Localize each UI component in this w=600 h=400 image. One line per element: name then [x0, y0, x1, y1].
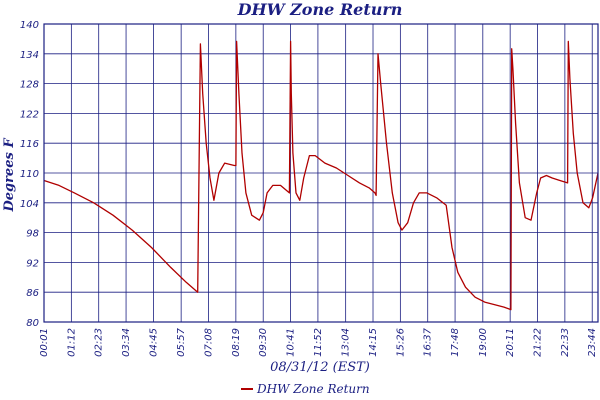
grid: [43, 23, 598, 323]
x-tick-label: 21:22: [533, 328, 544, 357]
y-tick-label: 116: [20, 139, 39, 150]
plot-frame: [43, 23, 599, 323]
y-tick-label: 134: [20, 50, 39, 61]
x-tick-label: 19:00: [478, 328, 489, 357]
x-tick-label: 01:12: [66, 328, 77, 357]
x-tick-label: 02:23: [94, 328, 105, 357]
x-axis-label: 08/31/12 (EST): [270, 360, 370, 375]
x-tick-label: 22:33: [560, 328, 571, 357]
x-tick-label: 08:19: [231, 328, 242, 357]
x-tick-label: 13:04: [341, 328, 352, 357]
y-tick-label: 122: [20, 109, 39, 120]
y-tick-label: 128: [20, 80, 39, 91]
y-axis-label: Degrees F: [2, 138, 17, 213]
y-tick-label: 92: [26, 258, 39, 269]
x-tick-label: 17:48: [450, 328, 461, 357]
x-tick-label: 10:41: [286, 328, 297, 357]
y-tick-labels: 80 86 92 98 104 110 116 122 128 134 140: [20, 20, 39, 329]
x-tick-label: 00:01: [39, 328, 50, 357]
y-tick-label: 110: [20, 169, 39, 180]
x-tick-label: 05:57: [176, 327, 187, 356]
x-tick-label: 14:15: [368, 328, 379, 357]
chart-title: DHW Zone Return: [237, 0, 403, 19]
x-tick-label: 11:52: [313, 328, 324, 357]
y-tick-label: 80: [26, 318, 39, 329]
y-tick-label: 98: [26, 229, 39, 240]
y-tick-label: 140: [20, 20, 39, 31]
series-line-dhw-zone-return: [43, 40, 599, 311]
x-tick-label: 23:44: [587, 328, 598, 357]
y-tick-label: 86: [26, 288, 39, 299]
legend-label: DHW Zone Return: [256, 382, 370, 396]
x-tick-labels: 00:01 01:12 02:23 03:34 04:45 05:57 07:08 08:19…: [39, 327, 598, 356]
x-tick-label: 07:08: [204, 328, 215, 357]
x-tick-label: 16:37: [423, 327, 434, 356]
legend: DHW Zone Return: [241, 382, 370, 396]
y-tick-label: 104: [20, 199, 39, 210]
x-tick-label: 20:11: [505, 328, 516, 357]
x-tick-label: 15:26: [395, 328, 406, 357]
x-tick-label: 03:34: [121, 328, 132, 357]
x-tick-label: 04:45: [148, 328, 159, 357]
x-tick-label: 09:30: [258, 328, 269, 357]
